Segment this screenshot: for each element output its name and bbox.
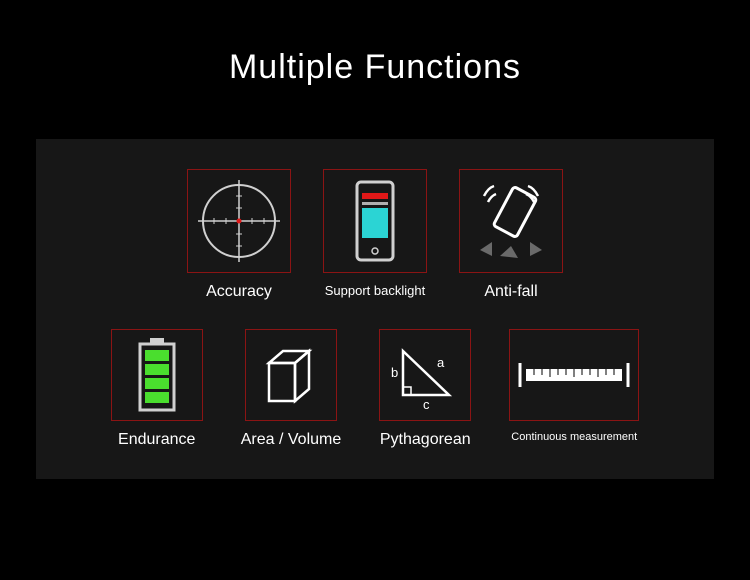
features-row-2: Endurance Area / Volume a b c [56,329,694,449]
feature-label: Continuous measurement [511,431,637,443]
feature-pythagorean: a b c Pythagorean [379,329,471,449]
feature-label: Anti-fall [484,283,537,301]
triangle-icon: a b c [379,329,471,421]
features-row-1: Accuracy Support backlight [56,169,694,301]
feature-label: Area / Volume [241,431,342,449]
phone-screen-icon [323,169,427,273]
feature-backlight: Support backlight [323,169,427,301]
ruler-icon [509,329,639,421]
battery-icon [111,329,203,421]
feature-accuracy: Accuracy [187,169,291,301]
feature-label: Endurance [118,431,195,449]
feature-label: Accuracy [206,283,272,301]
feature-area-volume: Area / Volume [241,329,342,449]
feature-continuous: Continuous measurement [509,329,639,449]
drop-phone-icon [459,169,563,273]
crosshair-icon [187,169,291,273]
feature-antifall: Anti-fall [459,169,563,301]
triangle-c-label: c [423,397,430,412]
cube-icon [245,329,337,421]
feature-label: Support backlight [325,283,425,298]
triangle-b-label: b [391,365,398,380]
features-panel: Accuracy Support backlight [36,139,714,479]
page-title: Multiple Functions [0,0,750,139]
feature-label: Pythagorean [380,431,471,449]
feature-endurance: Endurance [111,329,203,449]
triangle-a-label: a [437,355,445,370]
